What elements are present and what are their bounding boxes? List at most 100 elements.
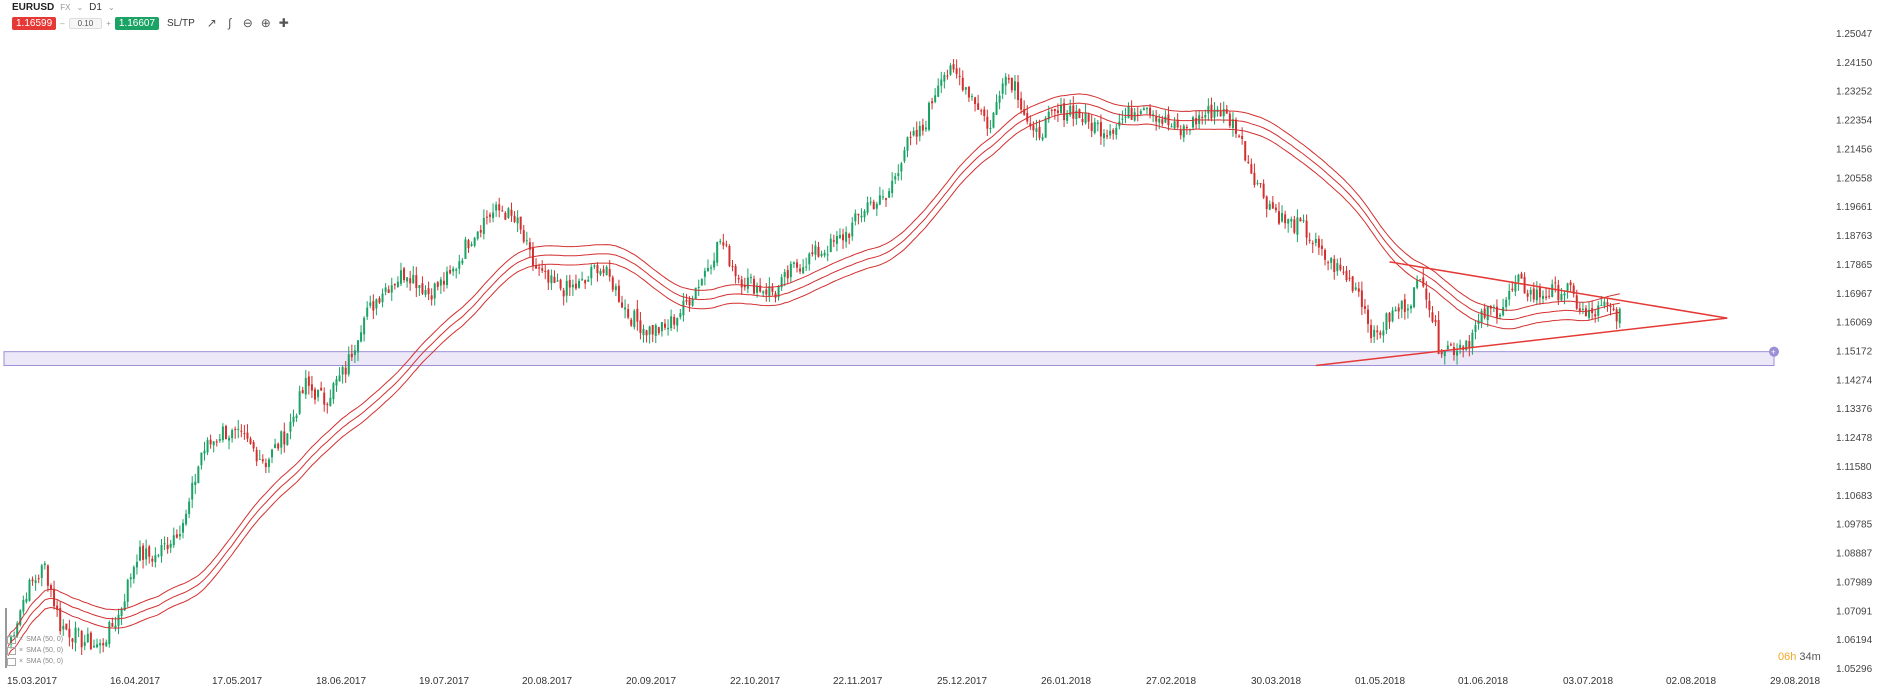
y-tick-label: 1.16967: [1836, 289, 1873, 300]
candle-body: [1127, 106, 1130, 119]
timer-hours: 06h: [1778, 651, 1797, 663]
candle-body: [1007, 78, 1010, 80]
candle-body: [1348, 277, 1351, 279]
candle-body: [1253, 172, 1256, 185]
zone-handle: [1769, 346, 1779, 357]
line-chart-icon[interactable]: ↗: [206, 16, 217, 30]
candle-body: [1142, 108, 1145, 111]
candle-body: [952, 64, 955, 70]
candle-body: [246, 432, 249, 439]
candle-body: [1038, 126, 1041, 138]
candle-body: [832, 240, 835, 242]
candle-body: [1121, 118, 1124, 120]
sltp-button[interactable]: SL/TP: [167, 17, 195, 29]
candle-body: [200, 452, 203, 466]
candle-body: [1535, 289, 1538, 301]
candle-body: [780, 277, 783, 288]
candle-body: [215, 441, 218, 443]
candle-body: [31, 579, 34, 582]
candle-body: [1066, 113, 1069, 121]
candle-body: [1370, 325, 1373, 339]
buy-button[interactable]: 1.16607: [114, 16, 160, 30]
candle-body: [421, 283, 424, 294]
candle-body: [341, 367, 344, 375]
candle-body: [1502, 307, 1505, 316]
close-icon[interactable]: ×: [19, 636, 24, 643]
candle-body: [89, 632, 92, 650]
candle-body: [1244, 141, 1247, 161]
candle-body: [875, 203, 878, 209]
candle-body: [283, 431, 286, 445]
candle-body: [105, 642, 108, 646]
sell-button[interactable]: 1.16599: [12, 16, 57, 30]
candle-body: [485, 216, 488, 218]
candle-body: [1538, 287, 1541, 298]
indicators-icon[interactable]: ∫: [228, 16, 232, 30]
candle-body: [452, 268, 455, 272]
candle-body: [1560, 293, 1563, 301]
candle-body: [1566, 283, 1569, 292]
candle-body: [356, 340, 359, 353]
candle-body: [372, 301, 375, 311]
candle-body: [1554, 282, 1557, 284]
candle-body: [237, 428, 240, 430]
candle-body: [403, 268, 406, 281]
candle-body: [980, 110, 983, 112]
candle-body: [808, 253, 811, 265]
candle-body: [912, 130, 915, 136]
candle-body: [789, 263, 792, 278]
candle-body: [627, 309, 630, 318]
indicator-item[interactable]: × SMA (50, 0): [7, 634, 63, 645]
candle-body: [906, 137, 909, 151]
candle-body: [756, 285, 759, 293]
candle-body: [1238, 135, 1241, 137]
decrease-volume-button[interactable]: –: [60, 18, 65, 28]
symbol-label[interactable]: EURUSD: [12, 1, 55, 13]
x-tick-label: 17.05.2017: [212, 676, 262, 687]
candle-body: [571, 284, 574, 288]
candle-body: [866, 202, 869, 213]
candle-body: [1182, 125, 1185, 138]
volume-input[interactable]: 0.10: [68, 17, 103, 29]
candle-body: [1324, 250, 1327, 260]
candle-body: [1017, 82, 1020, 101]
candle-body: [848, 233, 851, 238]
candle-body: [593, 265, 596, 267]
indicator-item[interactable]: × SMA (50, 0): [7, 645, 63, 656]
zoom-in-icon[interactable]: ⊕: [260, 16, 271, 30]
candle-body: [464, 239, 467, 259]
candle-body: [897, 173, 900, 176]
indicator-settings-icon[interactable]: [7, 635, 16, 644]
candle-body: [817, 247, 820, 257]
candle-body: [249, 438, 252, 444]
chevron-down-icon[interactable]: ⌄: [76, 2, 84, 12]
candle-body: [826, 254, 829, 256]
candle-body: [786, 270, 789, 279]
candle-body: [792, 262, 795, 264]
crosshair-icon[interactable]: ✚: [278, 16, 289, 30]
candle-body: [406, 277, 409, 282]
timeframe-label[interactable]: D1: [89, 1, 102, 13]
indicator-settings-icon[interactable]: [7, 646, 16, 655]
close-icon[interactable]: ×: [19, 647, 24, 654]
indicator-settings-icon[interactable]: [7, 657, 16, 666]
candle-body: [630, 319, 633, 326]
candle-body: [390, 285, 393, 293]
candle-body: [1032, 125, 1035, 131]
candle-body: [280, 431, 283, 448]
candle-body: [261, 459, 264, 462]
candle-body: [1096, 122, 1099, 125]
candle-body: [1400, 300, 1403, 310]
candle-body: [670, 316, 673, 329]
candle-body: [961, 77, 964, 91]
y-tick-label: 1.14274: [1836, 375, 1873, 386]
chevron-down-icon[interactable]: ⌄: [107, 2, 115, 12]
candle-body: [172, 535, 175, 546]
candle-body: [1161, 119, 1164, 124]
close-icon[interactable]: ×: [19, 658, 24, 665]
candle-body: [578, 280, 581, 288]
indicator-item[interactable]: × SMA (50, 0): [7, 656, 63, 667]
increase-volume-button[interactable]: +: [106, 18, 111, 28]
zoom-out-icon[interactable]: ⊖: [242, 16, 253, 30]
